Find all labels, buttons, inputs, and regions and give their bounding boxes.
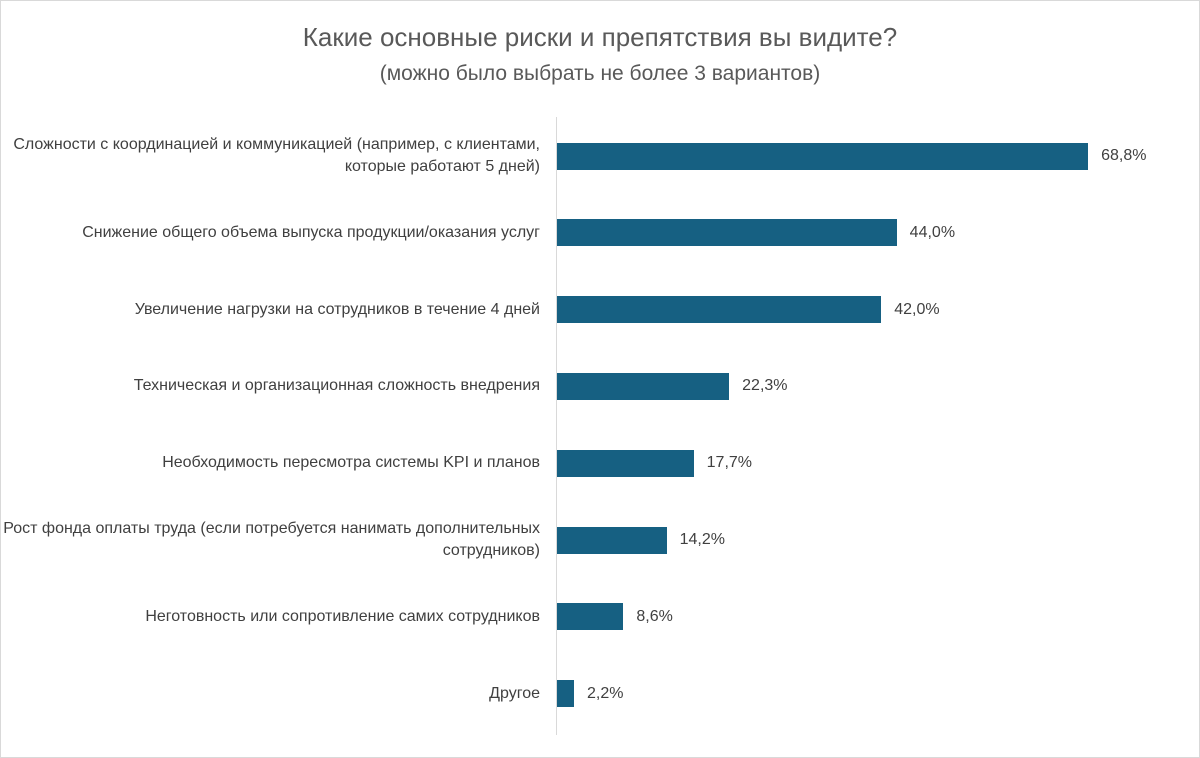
chart-subtitle: (можно было выбрать не более 3 вариантов… <box>379 62 821 85</box>
data-label: 42,0% <box>894 300 940 318</box>
bar <box>557 603 624 631</box>
category-label: Необходимость пересмотра системы KPI и п… <box>162 454 540 472</box>
data-label: 2,2% <box>586 684 624 702</box>
bar <box>557 219 897 247</box>
category-label: Увеличение нагрузки на сотрудников в теч… <box>134 300 540 318</box>
category-label: Рост фонда оплаты труда (если потребуетс… <box>3 520 540 559</box>
chart-title: Какие основные риски и препятствия вы ви… <box>302 22 898 52</box>
category-label: Техническая и организационная сложность … <box>133 377 540 395</box>
data-label: 17,7% <box>706 454 753 472</box>
bar <box>557 680 574 708</box>
data-label: 44,0% <box>909 223 956 241</box>
category-axis <box>556 117 557 735</box>
bar <box>557 526 667 554</box>
data-label: 22,3% <box>742 377 788 395</box>
data-label: 68,8% <box>1101 147 1147 164</box>
category-label: Другое <box>489 684 540 702</box>
bar <box>557 372 730 400</box>
category-label: Сложности с координацией и коммуникацией… <box>13 136 540 175</box>
category-label: Снижение общего объема выпуска продукции… <box>82 223 540 241</box>
bar <box>557 449 694 477</box>
category-label: Неготовность или сопротивление самих сот… <box>145 607 540 625</box>
bar <box>557 296 882 324</box>
bar <box>557 142 1089 170</box>
data-label: 14,2% <box>679 531 725 548</box>
data-label: 8,6% <box>636 607 673 625</box>
